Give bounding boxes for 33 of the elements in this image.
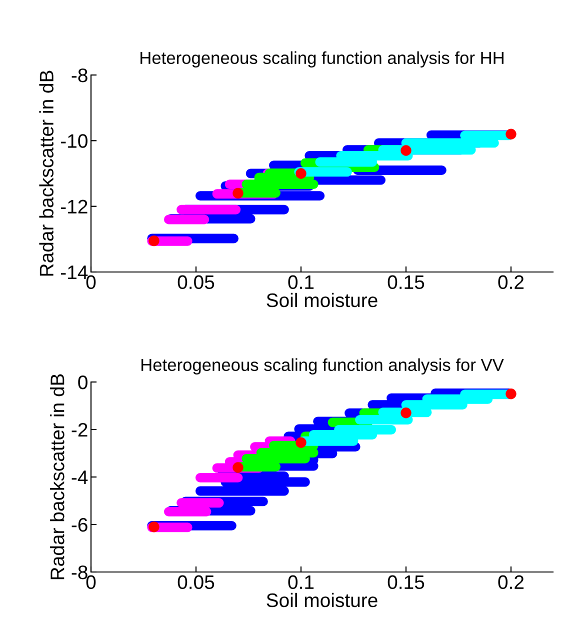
- x-axis-title: Soil moisture: [266, 592, 378, 608]
- point: [148, 235, 160, 246]
- point: [232, 188, 244, 199]
- y-tick-label: -14: [60, 266, 88, 280]
- x-tick-label: 0.1: [288, 275, 314, 290]
- y-axis-title: Radar backscatter in dB: [39, 70, 54, 276]
- x-tick-label: 0.15: [388, 275, 424, 290]
- x-axis-title: Soil moisture: [266, 292, 378, 308]
- point: [296, 168, 306, 179]
- point: [232, 462, 244, 473]
- point: [400, 408, 412, 418]
- x-tick-label: 0.2: [498, 275, 524, 290]
- x-tick-label: 0.05: [178, 575, 214, 590]
- point: [506, 128, 516, 140]
- chart-title: Heterogeneous scaling function analysis for HH: [140, 51, 504, 68]
- x-tick-label: 0.15: [388, 575, 424, 590]
- y-tick-label: -6: [72, 518, 88, 532]
- point: [296, 437, 306, 448]
- point: [400, 145, 412, 156]
- point: [506, 388, 516, 400]
- y-tick-label: 0: [78, 375, 88, 390]
- y-tick-label: -2: [72, 422, 88, 437]
- y-tick-label: -4: [72, 470, 88, 484]
- y-axis-title: Radar backscatter in dB: [50, 374, 64, 580]
- chart-title: Heterogeneous scaling function analysis for VV: [142, 358, 504, 374]
- y-tick-label: -8: [72, 565, 88, 580]
- x-tick-label: 0.2: [498, 575, 524, 590]
- y-tick-label: -12: [60, 200, 88, 214]
- x-tick-label: 0.1: [288, 575, 314, 590]
- x-tick-label: 0.05: [178, 275, 214, 290]
- point: [148, 522, 160, 532]
- y-tick-label: -8: [72, 68, 88, 82]
- y-tick-label: -10: [60, 134, 88, 148]
